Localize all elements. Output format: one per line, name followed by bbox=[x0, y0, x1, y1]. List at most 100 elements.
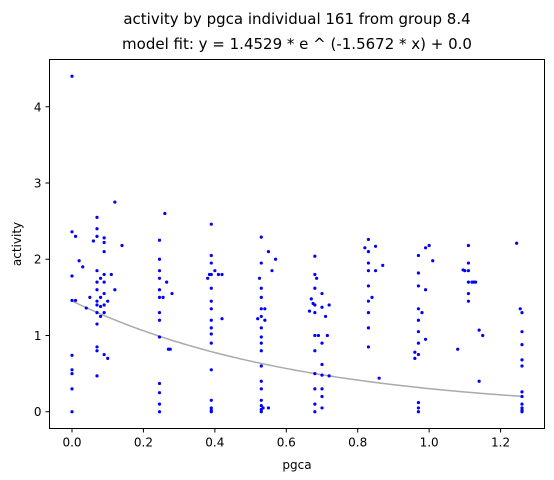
data-point bbox=[520, 358, 524, 362]
data-point bbox=[209, 341, 213, 345]
data-point bbox=[325, 333, 329, 338]
x-axis-label: pgca bbox=[282, 458, 311, 472]
data-point bbox=[416, 400, 421, 405]
x-tick-label: 0.8 bbox=[348, 436, 367, 450]
data-point bbox=[427, 243, 431, 248]
y-tick-label: 2 bbox=[34, 253, 42, 267]
data-point bbox=[363, 246, 367, 250]
data-point bbox=[259, 335, 263, 339]
y-tick-label: 4 bbox=[34, 100, 42, 114]
data-point bbox=[157, 311, 162, 315]
data-point bbox=[95, 322, 99, 326]
data-point bbox=[313, 402, 317, 406]
data-point bbox=[70, 230, 74, 234]
data-point bbox=[209, 332, 213, 336]
data-point bbox=[70, 274, 74, 278]
data-point bbox=[81, 265, 85, 269]
data-point bbox=[313, 286, 317, 290]
data-point bbox=[259, 364, 263, 368]
data-point bbox=[416, 352, 421, 357]
data-point bbox=[270, 269, 274, 273]
data-point bbox=[366, 250, 371, 254]
data-point bbox=[209, 406, 213, 410]
data-point bbox=[416, 307, 421, 311]
data-point bbox=[109, 272, 113, 277]
data-point bbox=[209, 286, 213, 290]
data-point bbox=[259, 379, 263, 383]
data-point bbox=[366, 326, 371, 330]
y-tick-label: 0 bbox=[34, 405, 42, 419]
data-point bbox=[113, 288, 117, 292]
data-point bbox=[327, 303, 331, 307]
data-point bbox=[309, 297, 313, 301]
data-point bbox=[157, 295, 162, 299]
data-point bbox=[98, 295, 103, 299]
data-point bbox=[416, 271, 421, 275]
data-point bbox=[313, 272, 317, 277]
data-point bbox=[84, 306, 88, 310]
data-point bbox=[209, 272, 213, 277]
data-point bbox=[313, 410, 317, 414]
data-point bbox=[466, 280, 471, 284]
data-point bbox=[95, 280, 99, 284]
data-point bbox=[157, 269, 162, 273]
data-point bbox=[220, 272, 224, 277]
data-point bbox=[416, 330, 421, 334]
data-point bbox=[431, 259, 435, 263]
data-point bbox=[416, 253, 421, 258]
data-point bbox=[416, 406, 421, 410]
data-point bbox=[320, 406, 324, 410]
y-tick-label: 3 bbox=[34, 177, 42, 191]
data-point bbox=[256, 317, 260, 321]
data-point bbox=[70, 353, 74, 357]
data-point bbox=[157, 381, 162, 386]
x-tick-label: 0.6 bbox=[277, 436, 296, 450]
data-point bbox=[95, 234, 99, 238]
data-point bbox=[413, 350, 417, 354]
data-point bbox=[157, 318, 162, 322]
data-point bbox=[259, 410, 263, 414]
data-point bbox=[102, 240, 106, 245]
data-point bbox=[263, 318, 267, 322]
y-axis: 0 1 2 3 4 bbox=[34, 100, 50, 419]
x-tick-label: 0.0 bbox=[62, 436, 81, 450]
data-point bbox=[323, 314, 328, 319]
data-point bbox=[366, 284, 371, 288]
data-point bbox=[157, 276, 162, 280]
data-point bbox=[259, 235, 263, 239]
data-point bbox=[259, 404, 263, 408]
data-point bbox=[466, 269, 471, 273]
data-point bbox=[416, 318, 421, 322]
data-point bbox=[320, 394, 324, 399]
data-point bbox=[102, 311, 106, 315]
data-point bbox=[477, 328, 481, 332]
data-point bbox=[157, 391, 162, 395]
data-point bbox=[423, 246, 428, 250]
data-point bbox=[95, 269, 99, 273]
data-point bbox=[413, 356, 417, 360]
data-point bbox=[373, 244, 378, 248]
data-point bbox=[70, 74, 74, 78]
x-tick-label: 0.2 bbox=[134, 436, 153, 450]
data-point bbox=[209, 261, 213, 265]
data-point bbox=[473, 280, 478, 284]
data-point bbox=[416, 341, 421, 345]
data-point bbox=[95, 345, 99, 349]
data-point bbox=[209, 398, 213, 402]
data-point bbox=[313, 303, 317, 307]
data-point bbox=[102, 272, 106, 277]
data-point bbox=[416, 284, 421, 288]
data-point bbox=[313, 349, 317, 353]
data-point bbox=[307, 309, 312, 313]
data-point bbox=[70, 410, 74, 414]
data-point bbox=[95, 299, 99, 303]
data-point bbox=[220, 317, 224, 321]
data-point bbox=[157, 402, 162, 406]
data-point bbox=[313, 311, 317, 315]
data-point bbox=[366, 299, 371, 303]
data-point bbox=[209, 410, 213, 414]
data-point bbox=[106, 299, 110, 303]
data-point bbox=[95, 303, 99, 307]
data-point bbox=[261, 406, 265, 410]
data-point bbox=[102, 236, 106, 240]
